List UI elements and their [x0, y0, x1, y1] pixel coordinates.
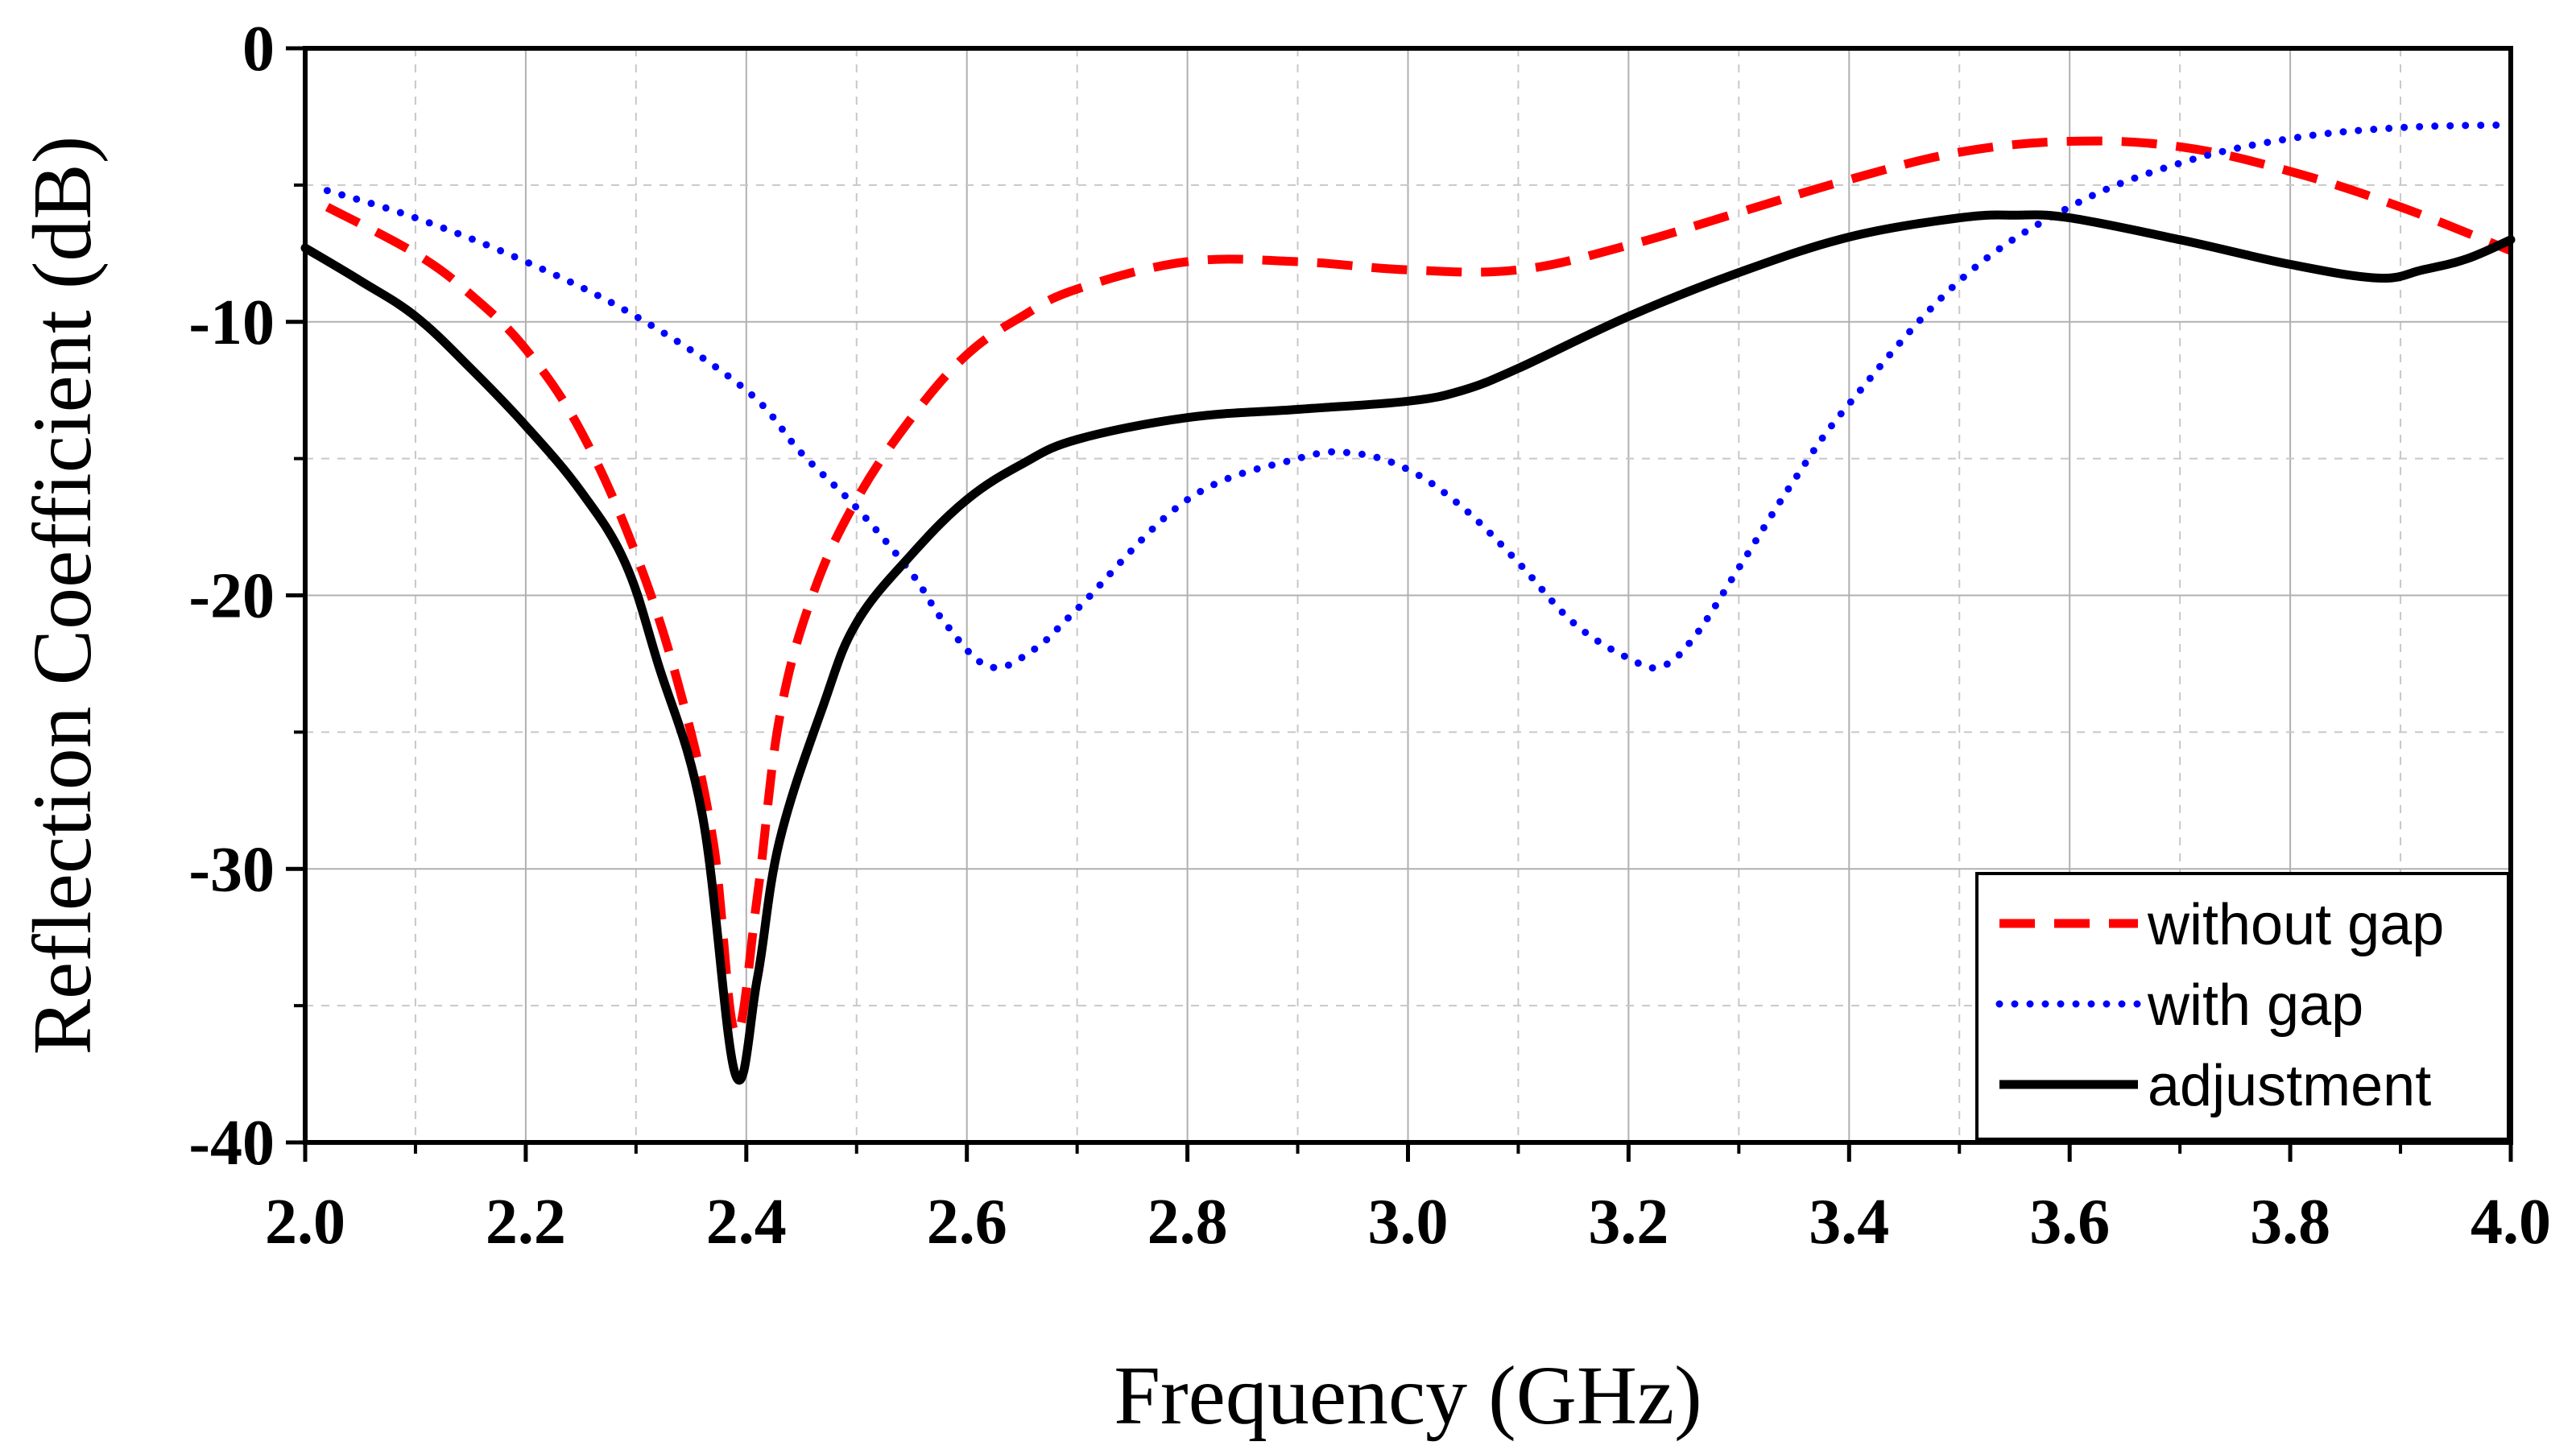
- axis-ticks: 2.0 2.2 2.4 2.6 2.8 3.0 3.2 3.4 3.6 3.8 4.0 0 -10 -20…: [188, 14, 2551, 1258]
- x-tick-label: 3.0: [1368, 1187, 1449, 1258]
- x-tick-label: 3.8: [2250, 1187, 2330, 1258]
- y-tick-label: -30: [188, 834, 275, 905]
- x-tick-label: 2.8: [1147, 1187, 1228, 1258]
- legend-label: with gap: [2147, 973, 2363, 1038]
- series-line-without-gap: [325, 136, 2513, 1039]
- y-tick-label: -40: [188, 1108, 275, 1179]
- x-tick-label: 3.2: [1588, 1187, 1668, 1258]
- x-tick-label: 2.4: [706, 1187, 787, 1258]
- series-line-adjustment: [300, 210, 2516, 1085]
- legend-label: adjustment: [2148, 1054, 2431, 1118]
- x-tick-label: 4.0: [2471, 1187, 2551, 1258]
- series-layer: [300, 121, 2516, 1085]
- x-tick-label: 2.6: [927, 1187, 1007, 1258]
- x-axis-title: Frequency (GHz): [1114, 1349, 1702, 1442]
- x-tick-label: 3.6: [2029, 1187, 2110, 1258]
- y-tick-label: -20: [188, 561, 275, 632]
- x-tick-label: 3.4: [1809, 1187, 1889, 1258]
- y-tick-label: -10: [188, 287, 275, 358]
- legend: without gap with gap adjustment: [1975, 872, 2510, 1141]
- y-tick-label: 0: [242, 14, 275, 85]
- series-line-with-gap: [323, 121, 2515, 672]
- x-tick-label: 2.0: [265, 1187, 345, 1258]
- legend-box: [1975, 872, 2510, 1141]
- x-tick-label: 2.2: [486, 1187, 566, 1258]
- legend-label: without gap: [2147, 893, 2444, 957]
- y-axis-title: Reflection Coefficient (dB): [16, 136, 109, 1055]
